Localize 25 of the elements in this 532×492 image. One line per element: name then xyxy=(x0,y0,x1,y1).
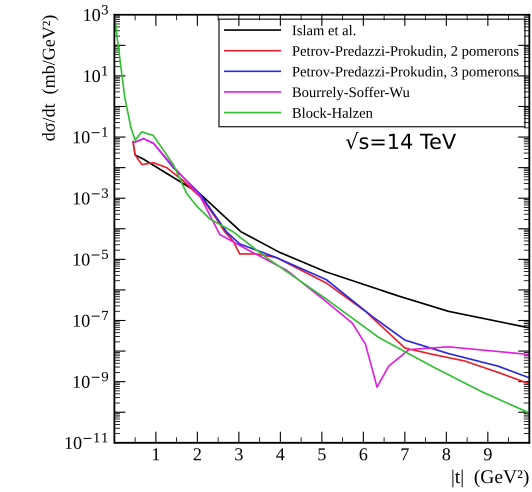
y-tick-label: 10$^{−3}$ xyxy=(74,188,108,205)
y-tick-label: 10$^{−5}$ xyxy=(74,250,108,266)
legend-label: Petrov-Predazzi-Prokudin, 2 pomerons xyxy=(292,46,519,59)
y-tick-label: 10$^{−11}$ xyxy=(66,432,108,450)
x-tick-label: 4 xyxy=(276,448,285,460)
annotation: √s=14 TeV xyxy=(346,132,456,150)
x-tick-label: 9 xyxy=(484,448,492,460)
x-tick-label: 6 xyxy=(360,448,368,460)
y-axis-title: dσ/dt (mb/GeV²) xyxy=(42,16,58,141)
x-tick-label: 8 xyxy=(442,448,450,460)
y-tick-label: 10$^{−7}$ xyxy=(74,310,108,327)
y-tick-label: 10$^{−1}$ xyxy=(74,127,108,144)
x-tick-label: 1 xyxy=(152,448,160,460)
legend-label: Petrov-Predazzi-Prokudin, 3 pomerons xyxy=(292,66,519,80)
x-axis-title: |t| (GeV²) xyxy=(452,470,528,488)
legend-label: Islam et al. xyxy=(292,25,356,36)
x-tick-label: 7 xyxy=(402,448,409,460)
x-tick-label: 5 xyxy=(318,448,326,460)
y-tick-label: 10$^{−9}$ xyxy=(74,372,108,388)
legend-label: Bourrely-Soffer-Wu xyxy=(292,86,410,100)
legend-label: Block-Halzen xyxy=(292,108,373,118)
y-tick-label: 10$^{3}$ xyxy=(84,4,108,22)
x-tick-label: 3 xyxy=(235,448,243,460)
x-tick-label: 2 xyxy=(194,448,201,460)
y-tick-label: 10$^{1}$ xyxy=(84,66,108,82)
